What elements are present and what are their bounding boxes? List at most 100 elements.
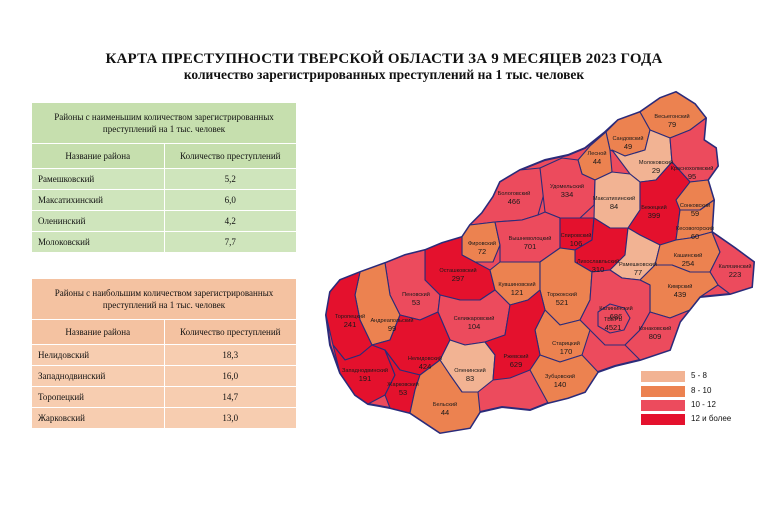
crime-value: 6,0: [163, 189, 297, 211]
district-label: Пеновский: [402, 291, 430, 298]
district-label: Нелидовский: [408, 355, 442, 362]
district-label: Лесной: [588, 150, 607, 157]
district-crime-count: 84: [610, 202, 618, 211]
table-row: Западнодвинский 16,0: [31, 365, 297, 387]
page-subtitle: количество зарегистрированных преступлен…: [183, 67, 585, 82]
district-label: Краснохолмский: [671, 165, 714, 172]
district-name: Оленинский: [31, 210, 165, 232]
district-label: Бельский: [433, 401, 457, 408]
district-name: Нелидовский: [31, 344, 165, 366]
district-label: Удомельский: [550, 183, 584, 190]
district-label: Вышневолоцкий: [509, 235, 552, 242]
table-row: Нелидовский 18,3: [31, 344, 297, 366]
district-label: Максатихинский: [593, 195, 635, 202]
district-label: Торопецкий: [335, 313, 365, 320]
district-crime-count: 49: [624, 142, 632, 151]
column-header-count: Количество преступлений: [163, 319, 297, 345]
district-ржевский: [484, 289, 546, 381]
table-row: Торопецкий 14,7: [31, 386, 297, 408]
district-label: Осташковский: [439, 267, 476, 274]
district-label: Весьегонский: [654, 113, 689, 120]
district-crime-count: 53: [412, 298, 420, 307]
crime-value: 7,7: [163, 231, 297, 253]
table-row: Молоковский 7,7: [31, 231, 297, 253]
district-label: Ржевский: [504, 353, 529, 360]
legend-label: 10 - 12: [691, 400, 716, 409]
district-crime-count: 310: [592, 265, 605, 274]
district-label: ТВЕРЬ: [604, 317, 623, 323]
district-crime-count: 72: [478, 247, 486, 256]
district-crime-count: 44: [441, 408, 449, 417]
district-label: Бологовский: [498, 190, 531, 197]
district-crime-count: 334: [561, 190, 574, 199]
district-label: Кимрский: [668, 283, 693, 290]
district-label: Молоковский: [639, 159, 673, 166]
district-crime-count: 79: [668, 120, 676, 129]
crime-value: 18,3: [163, 344, 297, 366]
legend-swatch: [641, 386, 685, 397]
district-crime-count: 629: [510, 360, 523, 369]
district-бельский: [409, 359, 481, 434]
district-crime-count: 191: [359, 374, 372, 383]
district-crime-count: 106: [570, 239, 583, 248]
legend-label: 12 и более: [691, 414, 732, 423]
district-crime-count: 424: [419, 362, 432, 371]
district-crime-count: 223: [729, 270, 742, 279]
legend-label: 5 - 8: [691, 371, 708, 380]
district-crime-count: 170: [560, 347, 573, 356]
district-label: Жарковский: [387, 381, 418, 388]
legend-swatch: [641, 414, 685, 425]
district-crime-count: 53: [399, 388, 407, 397]
district-label: Селижаровский: [454, 315, 495, 322]
table-row: Рамешковский 5,2: [31, 168, 297, 190]
district-crime-count: 686: [610, 312, 623, 321]
district-crime-count: 701: [524, 242, 537, 251]
table-row: Максатихинский 6,0: [31, 189, 297, 211]
district-label: Конаковский: [639, 325, 672, 332]
district-crime-count: 77: [634, 268, 642, 277]
table-caption: Районы с наибольшим количеством зарегист…: [31, 278, 297, 320]
district-тверь: [597, 303, 631, 334]
highest-crime-table: Районы с наибольшим количеством зарегист…: [31, 278, 297, 429]
district-label: Сонковский: [680, 202, 710, 209]
table-caption: Районы с наименьшим количеством зарегист…: [31, 102, 297, 144]
district-crime-count: 59: [691, 209, 699, 218]
district-crime-count: 4521: [605, 323, 622, 332]
district-name: Западнодвинский: [31, 365, 165, 387]
district-crime-count: 44: [593, 157, 601, 166]
district-label: Сандовский: [612, 135, 643, 142]
district-label: Бежецкий: [641, 204, 666, 211]
crime-value: 14,7: [163, 386, 297, 408]
district-label: Торжокский: [547, 291, 577, 298]
legend-swatch: [641, 400, 685, 411]
district-crime-count: 439: [674, 290, 687, 299]
district-конаковский: [624, 296, 701, 361]
district-label: Фировский: [468, 240, 496, 247]
page-title: КАРТА ПРЕСТУПНОСТИ ТВЕРСКОЙ ОБЛАСТИ ЗА 9…: [105, 51, 663, 67]
district-label: Калининский: [599, 305, 633, 312]
district-crime-count: 466: [508, 197, 521, 206]
crime-value: 5,2: [163, 168, 297, 190]
district-label: Зубцовский: [545, 373, 575, 380]
district-name: Жарковский: [31, 407, 165, 429]
crime-value: 13,0: [163, 407, 297, 429]
district-crime-count: 241: [344, 320, 357, 329]
column-header-name: Название района: [31, 319, 165, 345]
district-зубцовский: [529, 354, 599, 404]
district-crime-count: 95: [688, 172, 696, 181]
legend-label: 8 - 10: [691, 386, 712, 395]
district-label: Оленинский: [454, 367, 485, 374]
district-crime-count: 121: [511, 288, 524, 297]
district-name: Молоковский: [31, 231, 165, 253]
district-калязинский: [709, 231, 755, 295]
district-label: Старицкий: [552, 340, 580, 347]
district-crime-count: 99: [388, 324, 396, 333]
district-label: Калязинский: [719, 263, 752, 270]
district-label: Андреапольский: [370, 317, 413, 324]
district-crime-count: 140: [554, 380, 567, 389]
district-crime-count: 521: [556, 298, 569, 307]
column-header-name: Название района: [31, 143, 165, 169]
district-crime-count: 104: [468, 322, 481, 331]
district-crime-count: 809: [649, 332, 662, 341]
